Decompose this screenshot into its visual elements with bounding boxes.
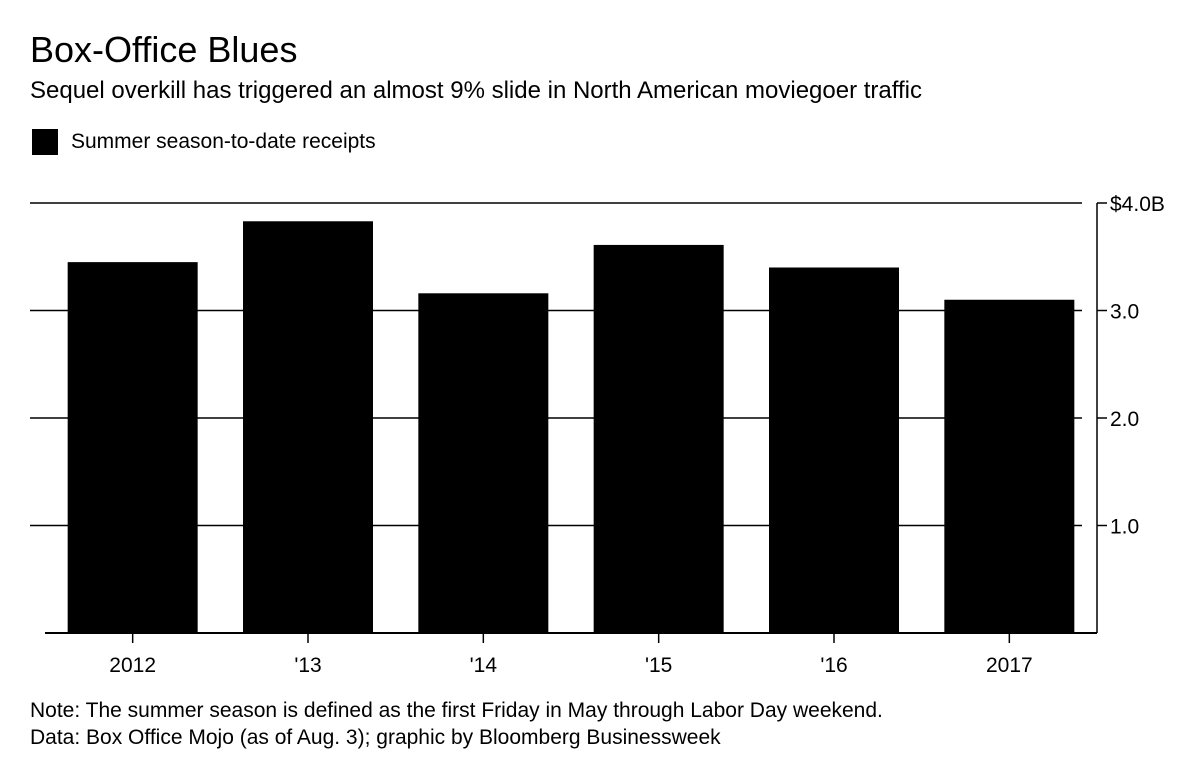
y-tick-label: 3.0 [1110, 301, 1139, 324]
bar [593, 244, 724, 634]
chart-title: Box-Office Blues [30, 29, 298, 70]
legend: Summer season-to-date receipts [32, 129, 376, 155]
bar [418, 293, 549, 633]
bar [944, 299, 1075, 633]
bar-chart: 1.0 2.0 3.0 $4.0B 2012 '13 '14 '15 '16 2017 [30, 193, 1165, 677]
y-tick-label: $4.0B [1110, 193, 1165, 216]
legend-swatch [32, 129, 58, 155]
x-tick-label: 2017 [986, 654, 1033, 677]
x-tick-label: '14 [470, 654, 498, 677]
x-tick-label: 2012 [109, 654, 156, 677]
x-tick-label: '13 [294, 654, 321, 677]
chart-note: Note: The summer season is defined as th… [30, 699, 883, 722]
bar [243, 221, 373, 633]
legend-label: Summer season-to-date receipts [71, 130, 376, 153]
chart-source: Data: Box Office Mojo (as of Aug. 3); gr… [30, 726, 721, 749]
x-tick-label: '15 [645, 654, 672, 677]
x-tick-label: '16 [820, 654, 847, 677]
y-tick-label: 2.0 [1110, 408, 1139, 431]
chart-subtitle: Sequel overkill has triggered an almost … [30, 77, 922, 104]
bar [67, 262, 198, 633]
bar [769, 267, 899, 633]
y-tick-label: 1.0 [1110, 516, 1139, 539]
